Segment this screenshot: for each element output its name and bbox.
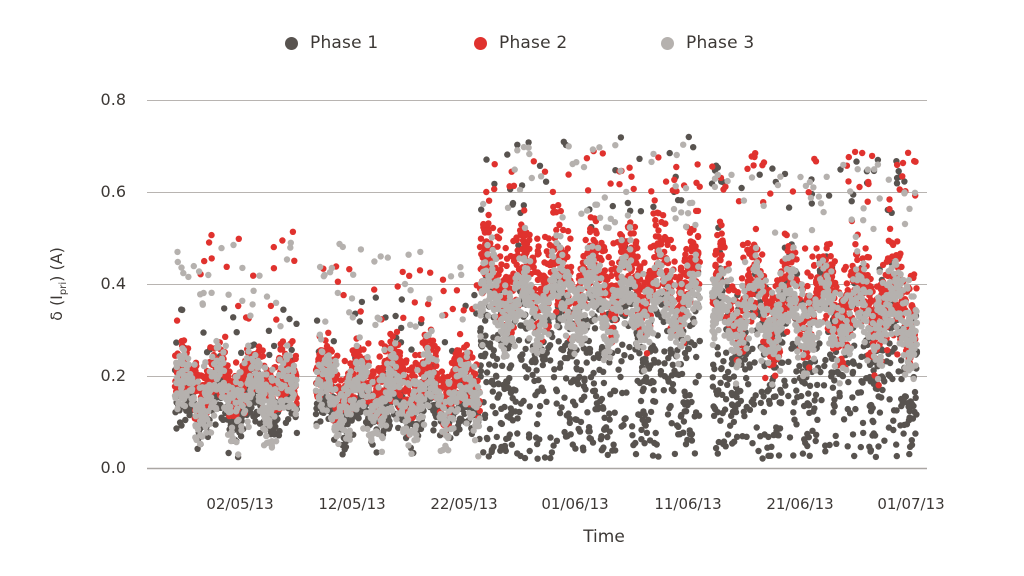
legend-item-phase-1[interactable]: Phase 1 — [285, 33, 378, 53]
x-tick-label: 02/05/13 — [206, 495, 274, 513]
y-axis-label-prefix: δ (I — [46, 295, 66, 321]
y-tick-label: 0.4 — [100, 274, 126, 293]
legend: Phase 1 Phase 2 Phase 3 — [0, 33, 1024, 59]
legend-item-phase-3[interactable]: Phase 3 — [661, 33, 754, 53]
y-tick-label: 0.0 — [100, 458, 126, 477]
legend-label: Phase 3 — [686, 33, 755, 53]
x-tick-label: 11/06/13 — [654, 495, 722, 513]
y-axis-label: δ (Ipri) (A) — [47, 247, 69, 321]
y-tick-label: 0.6 — [100, 182, 126, 201]
data-points — [171, 133, 921, 462]
phase-2-dot-icon — [474, 36, 487, 50]
x-tick-label: 21/06/13 — [766, 495, 834, 513]
legend-item-phase-2[interactable]: Phase 2 — [474, 33, 567, 53]
x-tick-label: 12/05/13 — [318, 495, 386, 513]
x-axis-label: Time — [583, 527, 625, 547]
y-axis-label-subscript: pri — [58, 281, 70, 296]
x-tick-label: 01/06/13 — [541, 495, 609, 513]
legend-label: Phase 1 — [310, 33, 379, 53]
x-tick-label: 01/07/13 — [877, 495, 945, 513]
legend-label: Phase 2 — [499, 33, 568, 53]
phase-1-dot-icon — [285, 36, 298, 50]
phase-3-dot-icon — [661, 36, 674, 50]
y-tick-label: 0.2 — [100, 366, 126, 385]
y-tick-label: 0.8 — [100, 90, 126, 109]
y-axis-label-suffix: ) (A) — [46, 247, 66, 282]
x-tick-label: 22/05/13 — [430, 495, 498, 513]
